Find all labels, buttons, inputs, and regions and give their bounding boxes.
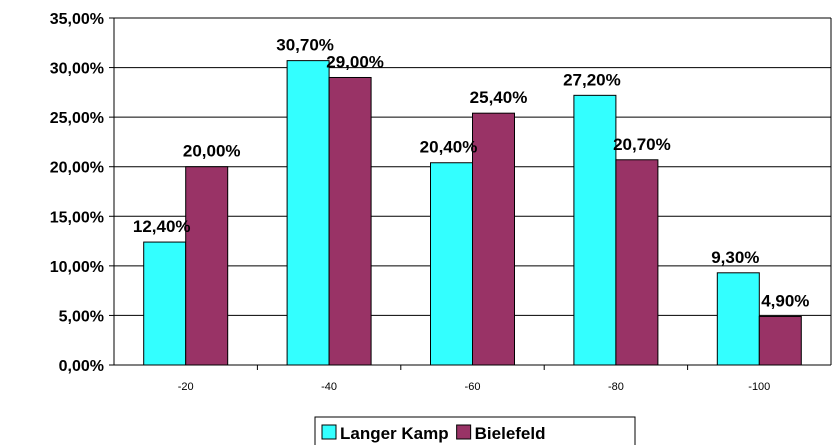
x-tick-label: -20 — [178, 381, 194, 393]
y-tick-label: 15,00% — [50, 209, 104, 226]
bar-bielefeld — [615, 159, 659, 366]
x-tick-labels: -20 -40 -60 -80 -100 — [178, 381, 771, 393]
bar-bielefeld — [758, 315, 802, 366]
y-tick-label: 5,00% — [59, 308, 104, 325]
y-tick-label: 25,00% — [50, 110, 104, 127]
data-label: 30,70% — [276, 36, 334, 55]
data-label: 20,00% — [183, 142, 241, 161]
data-label: 9,30% — [711, 248, 759, 267]
y-tick-label: 0,00% — [59, 358, 104, 375]
legend: Langer Kamp Bielefeld — [314, 416, 636, 445]
y-tick-label: 10,00% — [50, 259, 104, 276]
bar-langer-kamp — [573, 94, 617, 366]
legend-swatch — [321, 424, 337, 440]
bar-bielefeld — [185, 166, 229, 366]
bars — [143, 60, 802, 366]
x-tick-label: -60 — [465, 381, 481, 393]
data-label: 4,90% — [761, 291, 809, 310]
x-tick-label: -100 — [748, 381, 770, 393]
axes — [109, 17, 832, 370]
legend-label: Langer Kamp — [340, 424, 449, 443]
legend-label: Bielefeld — [475, 424, 546, 443]
bar-bielefeld — [472, 112, 515, 366]
data-label: 25,40% — [470, 88, 528, 107]
bar-langer-kamp — [716, 272, 760, 366]
data-label: 29,00% — [326, 52, 384, 71]
data-label: 27,20% — [563, 70, 621, 89]
legend-box — [314, 416, 636, 445]
bar-langer-kamp — [143, 241, 187, 366]
y-tick-label: 35,00% — [50, 11, 104, 28]
y-tick-label: 20,00% — [50, 160, 104, 177]
data-label: 12,40% — [133, 217, 191, 236]
bar-bielefeld — [328, 76, 372, 366]
x-tick-label: -80 — [608, 381, 624, 393]
data-label: 20,70% — [613, 135, 671, 154]
y-tick-label: 30,00% — [50, 61, 104, 78]
data-labels: 12,40% 20,00% 30,70%29,00% 20,40% 25,40% 27,2… — [133, 36, 810, 311]
bar-langer-kamp — [286, 60, 330, 366]
legend-swatch — [456, 424, 472, 440]
data-label: 20,40% — [420, 138, 478, 157]
x-tick-label: -40 — [321, 381, 337, 393]
bar-langer-kamp — [430, 162, 473, 366]
y-tick-labels: 0,00% 5,00% 10,00% 15,00% 20,00% 25,00% 30,00%… — [50, 11, 104, 375]
